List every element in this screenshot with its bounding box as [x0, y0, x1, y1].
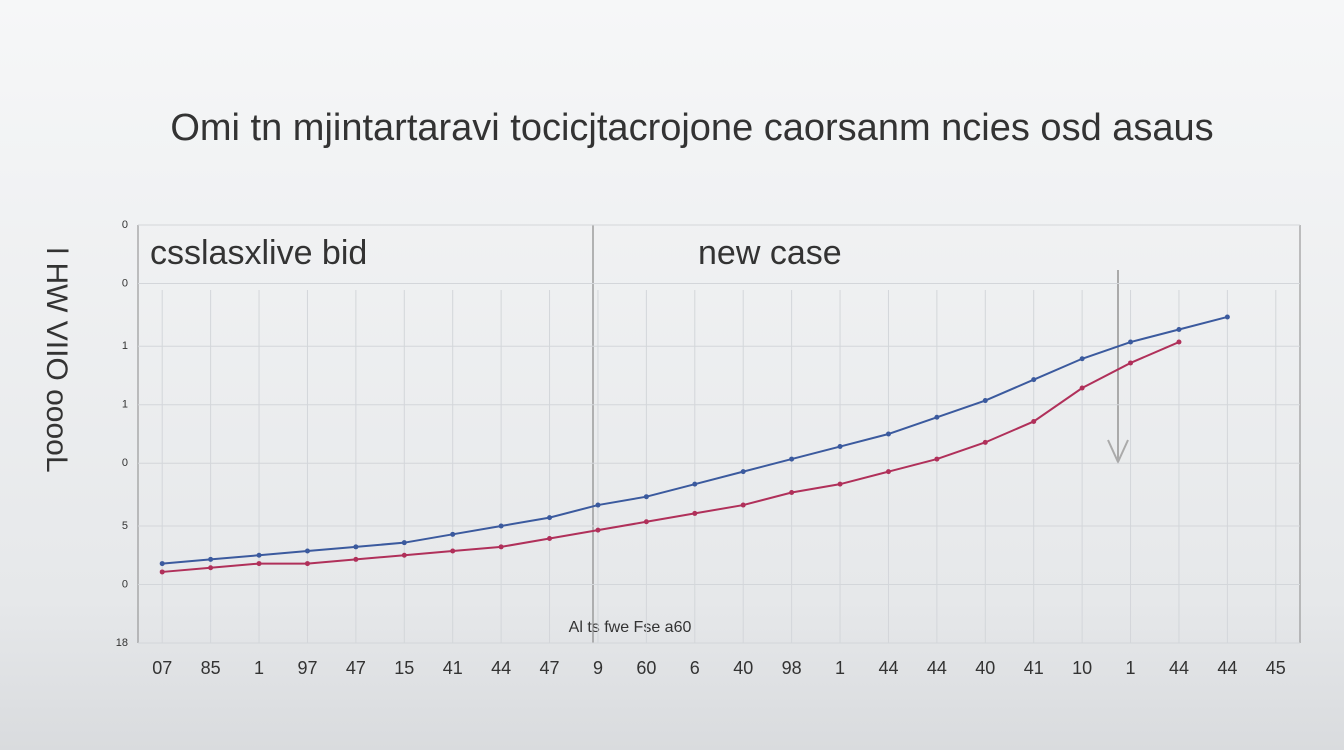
data-point [547, 536, 553, 541]
x-tick-label: 40 [733, 658, 753, 678]
data-point [1128, 360, 1134, 366]
data-point [353, 556, 359, 562]
x-tick-label: 85 [201, 658, 221, 678]
data-point [740, 469, 746, 475]
data-point [1224, 314, 1230, 320]
data-point [304, 548, 310, 554]
x-tick-label: 97 [297, 658, 317, 678]
y-axis-label: l HW VIIO ooooL [40, 247, 73, 472]
data-point [547, 515, 553, 521]
data-point [982, 398, 988, 404]
y-tick-label: 0 [122, 277, 128, 289]
y-tick-label: 0 [122, 578, 128, 590]
arrow-head [1107, 439, 1129, 465]
x-tick-label: 40 [975, 658, 995, 678]
data-point [837, 444, 843, 450]
data-point [643, 494, 649, 500]
x-tick-label: 44 [1217, 658, 1237, 678]
x-tick-label: 44 [878, 658, 898, 678]
data-point [401, 552, 407, 558]
x-tick-label: 1 [1126, 658, 1136, 678]
data-point [789, 456, 795, 462]
data-point [837, 481, 843, 487]
data-point [885, 431, 891, 437]
data-point [1079, 356, 1085, 362]
chart-title: Omi tn mjintartaravi tocicjtacrojone cao… [170, 107, 1213, 149]
y-tick-label: 5 [122, 520, 128, 532]
data-point [256, 561, 262, 567]
x-tick-label: 6 [690, 658, 700, 678]
data-point [498, 523, 504, 529]
y-tick-label: 1 [122, 340, 128, 352]
data-point [595, 527, 601, 533]
data-point [692, 481, 698, 487]
x-tick-label: 1 [254, 658, 264, 678]
data-point [401, 540, 407, 546]
x-tick-label: 47 [346, 658, 366, 678]
x-tick-label: 41 [1024, 658, 1044, 678]
data-point [1031, 377, 1037, 383]
data-point [304, 561, 310, 567]
x-tick-label: 44 [927, 658, 947, 678]
data-point [450, 531, 456, 537]
x-tick-label: 41 [443, 658, 463, 678]
legend-label: csslasxlive bid [150, 234, 367, 272]
y-tick-label: 1 [122, 399, 128, 411]
data-point [159, 561, 165, 567]
x-tick-label: 9 [593, 658, 603, 678]
x-tick-label: 44 [491, 658, 511, 678]
data-point [789, 490, 795, 496]
x-tick-label: 15 [394, 658, 414, 678]
data-point [1176, 339, 1182, 345]
x-tick-label: 47 [540, 658, 560, 678]
x-tick-label: 60 [636, 658, 656, 678]
data-point [256, 552, 262, 558]
legend-label: new case [698, 234, 842, 272]
data-point [1079, 385, 1085, 391]
x-tick-label: 45 [1266, 658, 1286, 678]
x-tick-label: 1 [835, 658, 845, 678]
data-point [1128, 339, 1134, 345]
data-point [498, 544, 504, 550]
x-tick-label: 10 [1072, 658, 1092, 678]
series-line [162, 341, 1180, 573]
data-point [159, 569, 165, 575]
data-point [934, 456, 940, 462]
data-point [208, 565, 214, 571]
data-point [450, 548, 456, 554]
x-tick-label: 07 [152, 658, 172, 678]
annotation: Al ts fwe Fse a60 [569, 619, 692, 636]
data-point [982, 439, 988, 445]
x-tick-label: 44 [1169, 658, 1189, 678]
data-point [1176, 327, 1182, 332]
data-point [934, 414, 940, 420]
data-point [353, 544, 359, 550]
data-point [740, 502, 746, 508]
data-point [885, 469, 891, 475]
y-tick-label: 18 [116, 637, 128, 649]
data-point [643, 519, 649, 525]
y-tick-label: 0 [122, 219, 128, 231]
data-point [692, 510, 698, 516]
data-point [1031, 418, 1037, 424]
x-tick-label: 98 [782, 658, 802, 678]
data-point [595, 502, 601, 508]
data-point [208, 556, 214, 562]
y-tick-label: 0 [122, 457, 128, 469]
